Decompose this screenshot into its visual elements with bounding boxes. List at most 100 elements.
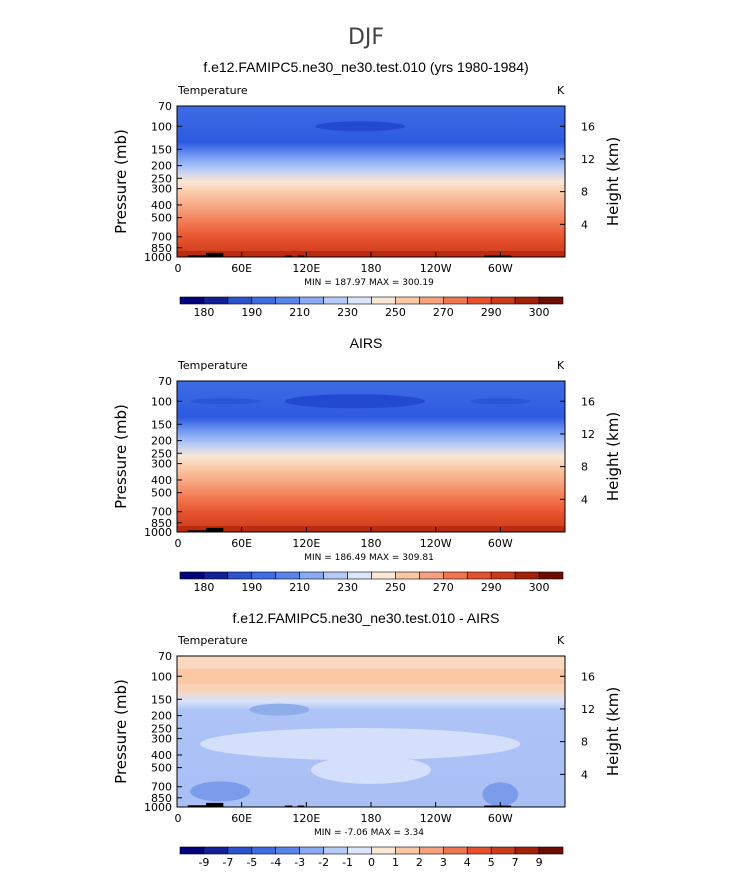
y-tick-label: 70 (158, 650, 172, 663)
colorbar-swatch (490, 571, 516, 580)
y-tick-label: 200 (151, 710, 172, 723)
colorbar-swatch (347, 846, 372, 855)
y-tick-label: 400 (151, 199, 172, 212)
x-tick-label: 120E (292, 537, 320, 550)
colorbar-swatch (538, 846, 564, 855)
colorbar-label: 190 (241, 306, 262, 319)
x-tick-label: 120W (420, 262, 452, 275)
colorbar-swatch (443, 296, 468, 305)
colorbar-label: 250 (385, 306, 406, 319)
colorbar-label: 180 (193, 306, 214, 319)
colorbar-swatch (251, 846, 277, 855)
land-block (187, 255, 215, 258)
height-tick-label: 16 (581, 120, 595, 133)
colorbar-swatch (538, 571, 564, 580)
y-tick-label: 100 (151, 670, 172, 683)
y-tick-label: 850 (151, 517, 172, 530)
colorbar-swatch (538, 296, 564, 305)
height-tick-label: 4 (581, 493, 588, 506)
y-tick-label: 700 (151, 781, 172, 794)
colorbar-swatch (179, 571, 205, 580)
x-tick-label: 120W (420, 812, 452, 825)
panel-model: f.e12.FAMIPC5.ne30_ne30.test.010 (yrs 19… (112, 59, 622, 319)
colorbar-swatch (227, 571, 253, 580)
colorbar: 180 190 210 230 250 270 290 300 (179, 296, 564, 319)
y-tick-label: 100 (151, 120, 172, 133)
colorbar: -9 -7 -5 -4 -3 -2 -1 0 1 2 3 4 5 7 9 (179, 846, 564, 869)
y-axis-right-title: Height (km) (604, 412, 622, 501)
colorbar-label: -4 (270, 856, 281, 869)
panel-title: f.e12.FAMIPC5.ne30_ne30.test.010 - AIRS (233, 610, 500, 626)
cold-pool (284, 394, 425, 409)
height-tick-label: 12 (581, 703, 595, 716)
y-tick-label: 200 (151, 160, 172, 173)
colorbar-swatch (299, 571, 324, 580)
colorbar-swatch (347, 296, 372, 305)
y-tick-label: 1000 (144, 526, 172, 539)
colorbar-swatch (514, 846, 540, 855)
colorbar-swatch (371, 846, 396, 855)
contour-field (177, 106, 565, 257)
cold-patch (482, 782, 519, 807)
colorbar-label: 190 (241, 581, 262, 594)
colorbar-label: 250 (385, 581, 406, 594)
colorbar-swatch (275, 571, 300, 580)
colorbar-swatch (323, 296, 348, 305)
colorbar-swatch (179, 846, 205, 855)
colorbar-swatch (275, 296, 300, 305)
panel-title: f.e12.FAMIPC5.ne30_ne30.test.010 (yrs 19… (203, 59, 528, 75)
panel-title: AIRS (350, 335, 383, 351)
neutral-blob (311, 755, 431, 784)
y-tick-label: 70 (158, 375, 172, 388)
x-tick-label: 0 (175, 812, 182, 825)
colorbar-label: -2 (318, 856, 329, 869)
y-tick-label: 1000 (144, 251, 172, 264)
y-tick-label: 100 (151, 395, 172, 408)
colorbar-swatch (443, 571, 468, 580)
height-tick-label: 12 (581, 153, 595, 166)
x-tick-label: 0 (175, 537, 182, 550)
panel-difference: f.e12.FAMIPC5.ne30_ne30.test.010 - AIRS T… (112, 610, 622, 869)
min-max-stats: MIN = -7.06 MAX = 3.34 (314, 828, 424, 838)
height-tick-label: 4 (581, 218, 588, 231)
units-label: K (557, 359, 565, 372)
y-axis-right-title: Height (km) (604, 137, 622, 226)
x-tick-label: 60W (488, 262, 513, 275)
figure-title: DJF (348, 25, 384, 50)
y-tick-label: 700 (151, 506, 172, 519)
colorbar-swatch (251, 571, 277, 580)
y-tick-label: 150 (151, 418, 172, 431)
y-tick-label: 850 (151, 242, 172, 255)
colorbar-swatch (419, 571, 444, 580)
colorbar-label: 180 (193, 581, 214, 594)
variable-label: Temperature (177, 634, 248, 647)
cold-pool-east (470, 398, 531, 405)
height-tick-label: 8 (581, 461, 588, 474)
colorbar-swatch (275, 846, 300, 855)
colorbar-swatch (466, 846, 492, 855)
colorbar-swatch (395, 846, 420, 855)
colorbar-label: 290 (481, 306, 502, 319)
colorbar-label: 230 (337, 581, 358, 594)
colorbar-label: 5 (488, 856, 495, 869)
x-tick-label: 120E (292, 262, 320, 275)
colorbar-label: 2 (416, 856, 423, 869)
x-tick-label: 60E (231, 812, 252, 825)
colorbar-label: 9 (536, 856, 543, 869)
colorbar-swatch (227, 296, 253, 305)
colorbar-swatch (323, 846, 348, 855)
colorbar-swatch (419, 846, 444, 855)
x-tick-label: 0 (175, 262, 182, 275)
height-tick-label: 8 (581, 186, 588, 199)
y-tick-label: 200 (151, 435, 172, 448)
x-tick-label: 60E (231, 537, 252, 550)
colorbar-swatch (371, 296, 396, 305)
contour-field (177, 381, 565, 532)
y-tick-label: 500 (151, 212, 172, 225)
y-tick-label: 250 (151, 722, 172, 735)
x-tick-label: 180 (361, 812, 382, 825)
x-tick-label: 60W (488, 812, 513, 825)
colorbar-swatch (227, 846, 253, 855)
height-tick-label: 8 (581, 736, 588, 749)
colorbar-label: -9 (198, 856, 209, 869)
